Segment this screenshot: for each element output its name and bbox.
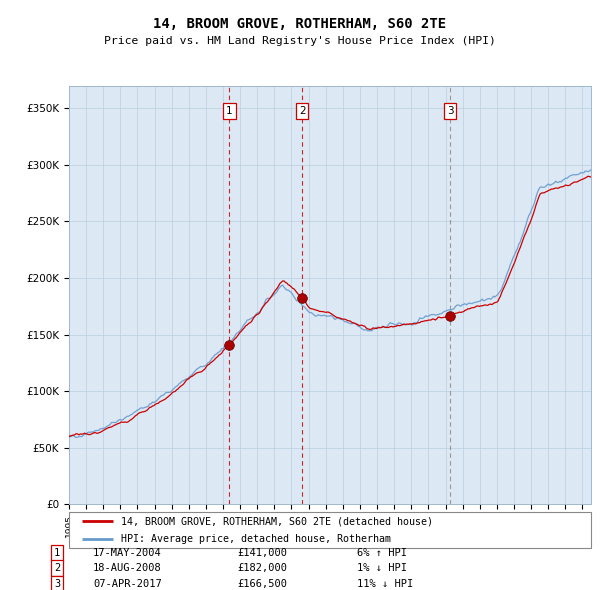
Text: 3: 3 bbox=[54, 579, 60, 588]
Text: 1: 1 bbox=[54, 548, 60, 558]
Text: £141,000: £141,000 bbox=[237, 548, 287, 558]
Text: 3: 3 bbox=[447, 106, 454, 116]
Text: 14, BROOM GROVE, ROTHERHAM, S60 2TE: 14, BROOM GROVE, ROTHERHAM, S60 2TE bbox=[154, 17, 446, 31]
Text: £182,000: £182,000 bbox=[237, 563, 287, 573]
Text: 2: 2 bbox=[299, 106, 305, 116]
Text: 1% ↓ HPI: 1% ↓ HPI bbox=[357, 563, 407, 573]
Text: 14, BROOM GROVE, ROTHERHAM, S60 2TE (detached house): 14, BROOM GROVE, ROTHERHAM, S60 2TE (det… bbox=[121, 516, 433, 526]
Text: 2: 2 bbox=[54, 563, 60, 573]
Text: 17-MAY-2004: 17-MAY-2004 bbox=[93, 548, 162, 558]
Text: £166,500: £166,500 bbox=[237, 579, 287, 588]
Text: 1: 1 bbox=[226, 106, 233, 116]
Text: 18-AUG-2008: 18-AUG-2008 bbox=[93, 563, 162, 573]
Text: 11% ↓ HPI: 11% ↓ HPI bbox=[357, 579, 413, 588]
FancyBboxPatch shape bbox=[69, 512, 591, 548]
Text: 6% ↑ HPI: 6% ↑ HPI bbox=[357, 548, 407, 558]
Text: HPI: Average price, detached house, Rotherham: HPI: Average price, detached house, Roth… bbox=[121, 533, 391, 543]
Text: 07-APR-2017: 07-APR-2017 bbox=[93, 579, 162, 588]
Text: Price paid vs. HM Land Registry's House Price Index (HPI): Price paid vs. HM Land Registry's House … bbox=[104, 37, 496, 46]
